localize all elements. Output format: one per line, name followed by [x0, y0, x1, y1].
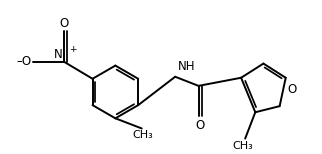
Text: –O: –O: [16, 55, 31, 68]
Text: O: O: [288, 83, 297, 96]
Text: O: O: [195, 119, 204, 132]
Text: CH₃: CH₃: [132, 130, 153, 140]
Text: O: O: [59, 17, 68, 30]
Text: +: +: [69, 45, 76, 54]
Text: CH₃: CH₃: [233, 141, 253, 151]
Text: NH: NH: [178, 60, 195, 73]
Text: N: N: [54, 48, 63, 61]
